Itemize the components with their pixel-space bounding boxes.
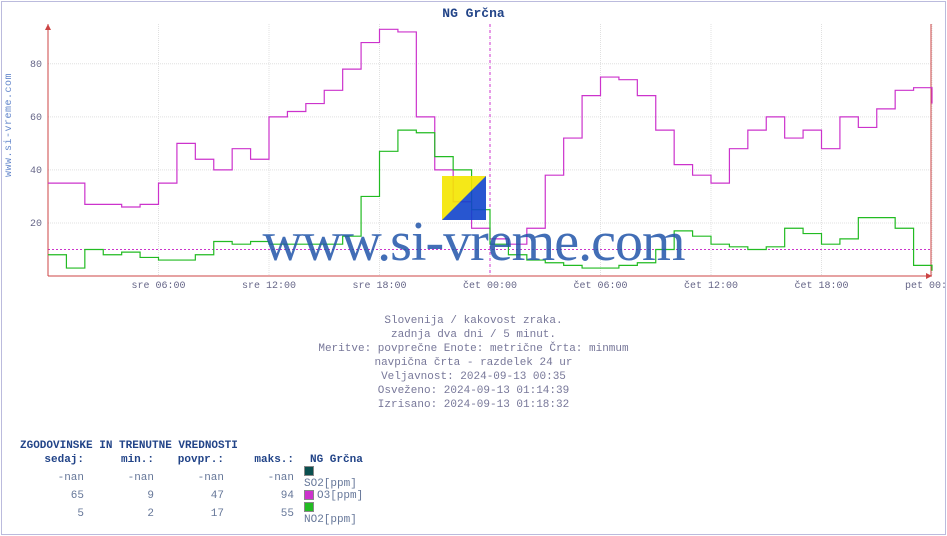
stats-header-row: sedaj: min.: povpr.: maks.: NG Grčna <box>20 454 370 466</box>
series-label: SO2[ppm] <box>304 478 357 490</box>
svg-text:čet 00:00: čet 00:00 <box>463 280 517 292</box>
col-header: maks.: <box>230 454 300 466</box>
footer-line: Osveženo: 2024-09-13 01:14:39 <box>2 384 945 398</box>
svg-text:60: 60 <box>30 113 42 124</box>
footer-metadata: Slovenija / kakovost zraka. zadnja dva d… <box>2 314 945 412</box>
cell-label: NO2[ppm] <box>300 502 370 526</box>
svg-text:čet 18:00: čet 18:00 <box>794 280 848 292</box>
y-axis-label: www.si-vreme.com <box>4 73 15 177</box>
svg-text:sre 18:00: sre 18:00 <box>352 281 406 292</box>
series-label: NO2[ppm] <box>304 514 357 526</box>
svg-text:40: 40 <box>30 166 42 177</box>
col-header: sedaj: <box>20 454 90 466</box>
cell-povpr: 17 <box>160 502 230 526</box>
series-swatch-icon <box>304 502 314 512</box>
svg-text:20: 20 <box>30 219 42 230</box>
footer-line: Meritve: povprečne Enote: metrične Črta:… <box>2 342 945 356</box>
chart-title: NG Grčna <box>2 2 945 23</box>
svg-text:sre 06:00: sre 06:00 <box>131 281 185 292</box>
footer-line: Slovenija / kakovost zraka. <box>2 314 945 328</box>
series-swatch-icon <box>304 466 314 476</box>
col-header: NG Grčna <box>300 454 370 466</box>
cell-label: O3[ppm] <box>300 490 370 502</box>
cell-maks: 55 <box>230 502 300 526</box>
table-row: 521755 NO2[ppm] <box>20 502 370 526</box>
footer-line: zadnja dva dni / 5 minut. <box>2 328 945 342</box>
cell-maks: 94 <box>230 490 300 502</box>
footer-line: Izrisano: 2024-09-13 01:18:32 <box>2 398 945 412</box>
cell-min: -nan <box>90 466 160 490</box>
table-row: -nan-nan-nan-nanSO2[ppm] <box>20 466 370 490</box>
cell-povpr: -nan <box>160 466 230 490</box>
stats-table-section: ZGODOVINSKE IN TRENUTNE VREDNOSTI sedaj:… <box>20 440 930 526</box>
col-header: min.: <box>90 454 160 466</box>
cell-povpr: 47 <box>160 490 230 502</box>
chart-plot-area: 20406080sre 06:00sre 12:00sre 18:00čet 0… <box>48 24 932 294</box>
watermark-logo-icon <box>442 176 486 220</box>
cell-min: 9 <box>90 490 160 502</box>
stats-table-title: ZGODOVINSKE IN TRENUTNE VREDNOSTI <box>20 440 930 452</box>
table-row: 6594794 O3[ppm] <box>20 490 370 502</box>
col-header: povpr.: <box>160 454 230 466</box>
series-swatch-icon <box>304 490 314 500</box>
svg-text:čet 06:00: čet 06:00 <box>573 280 627 292</box>
stats-table: sedaj: min.: povpr.: maks.: NG Grčna -na… <box>20 454 370 526</box>
svg-text:80: 80 <box>30 60 42 71</box>
chart-container: NG Grčna www.si-vreme.com 20 40 60 80 sre 06… <box>1 1 946 535</box>
cell-sedaj: 65 <box>20 490 90 502</box>
footer-line: navpična črta - razdelek 24 ur <box>2 356 945 370</box>
svg-text:pet 00:00: pet 00:00 <box>905 281 947 292</box>
cell-label: SO2[ppm] <box>300 466 370 490</box>
cell-maks: -nan <box>230 466 300 490</box>
footer-line: Veljavnost: 2024-09-13 00:35 <box>2 370 945 384</box>
chart-svg: 20406080sre 06:00sre 12:00sre 18:00čet 0… <box>48 24 932 294</box>
cell-min: 2 <box>90 502 160 526</box>
svg-text:čet 12:00: čet 12:00 <box>684 280 738 292</box>
svg-text:sre 12:00: sre 12:00 <box>242 281 296 292</box>
series-label: O3[ppm] <box>317 490 363 502</box>
cell-sedaj: 5 <box>20 502 90 526</box>
cell-sedaj: -nan <box>20 466 90 490</box>
